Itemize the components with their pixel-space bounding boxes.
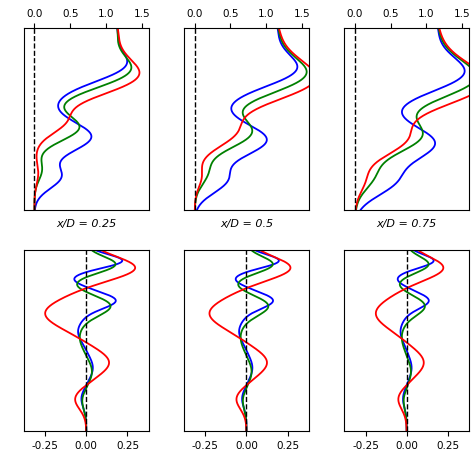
Text: x/D = 0.25: x/D = 0.25 [56, 219, 117, 229]
Text: x/D = 0.5: x/D = 0.5 [220, 219, 273, 229]
Text: x/D = 0.75: x/D = 0.75 [376, 219, 437, 229]
